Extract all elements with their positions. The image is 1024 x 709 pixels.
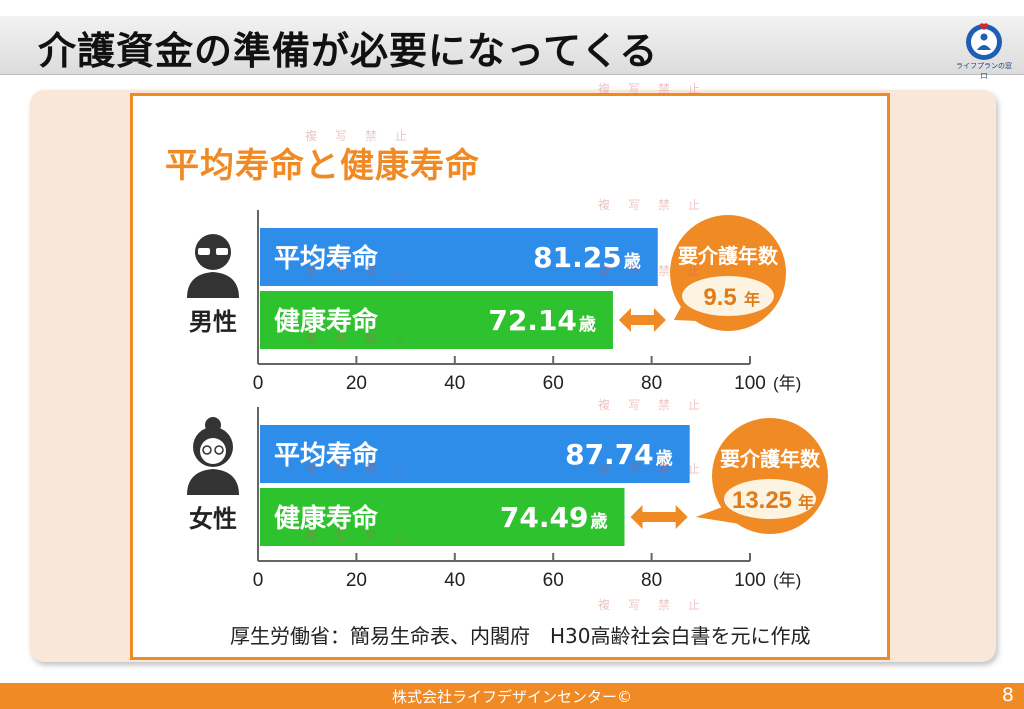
watermark: 複写禁止 (305, 332, 426, 346)
bar-unit-label: 歳 (656, 448, 673, 469)
bar-value-label: 87.74 (565, 438, 654, 471)
man-icon (195, 234, 231, 270)
footer-bar: 株式会社ライフデザインセンター© 8 (0, 683, 1024, 709)
callout-title: 要介護年数 (720, 447, 821, 471)
logo-text: ライフプランの窓口 (956, 62, 1012, 80)
bar-unit-label: 歳 (590, 511, 607, 532)
man-icon (198, 248, 210, 255)
x-tick-label: 40 (444, 570, 465, 591)
watermark: 複写禁止 (305, 462, 426, 476)
x-tick-label: 60 (543, 570, 564, 591)
bar-average (260, 228, 658, 286)
x-tick-label: 0 (253, 373, 264, 394)
x-tick-label: 20 (346, 570, 367, 591)
page-number: 8 (1001, 684, 1014, 706)
bar-category-label: 平均寿命 (274, 440, 379, 471)
bar-unit-label: 歳 (579, 314, 596, 335)
bar-average (260, 425, 690, 483)
callout-value-bg (682, 276, 774, 316)
bar-unit-label: 歳 (624, 251, 641, 272)
callout-value-bg (724, 479, 816, 519)
company-logo: ライフプランの窓口 (955, 20, 1013, 80)
x-tick-label: 40 (444, 373, 465, 394)
bar-category-label: 健康寿命 (274, 306, 379, 337)
watermark: 複写禁止 (598, 82, 719, 96)
group-label: 女性 (189, 505, 237, 533)
callout-unit: 年 (744, 290, 760, 309)
title-bar: 介護資金の準備が必要になってくる ライフプランの窓口 (0, 16, 1024, 80)
group-label: 男性 (189, 308, 237, 336)
watermark: 複写禁止 (598, 462, 719, 476)
gap-arrow (618, 308, 666, 332)
watermark: 複写禁止 (598, 264, 719, 278)
woman-icon (205, 417, 221, 433)
x-tick-label: 80 (641, 373, 662, 394)
watermark: 複写禁止 (598, 598, 719, 612)
x-axis-unit: (年) (773, 374, 801, 393)
page-title: 介護資金の準備が必要になってくる (38, 29, 659, 73)
bar-category-label: 平均寿命 (274, 243, 379, 274)
bar-healthy (260, 291, 613, 349)
watermark: 複写禁止 (598, 398, 719, 412)
x-tick-label: 80 (641, 570, 662, 591)
callout-value: 13.25 (732, 487, 792, 514)
watermark: 複写禁止 (305, 129, 426, 143)
bar-value-label: 74.49 (500, 501, 589, 534)
bar-healthy (260, 488, 625, 546)
x-tick-label: 0 (253, 570, 264, 591)
watermark: 複写禁止 (305, 529, 426, 543)
x-axis-unit: (年) (773, 571, 801, 590)
woman-icon (200, 438, 226, 464)
x-tick-label: 60 (543, 373, 564, 394)
woman-icon (214, 445, 224, 455)
chart-title: 平均寿命と健康寿命 (165, 146, 480, 186)
callout-pointer (695, 506, 740, 524)
chart-panel (130, 93, 890, 660)
gap-arrow (630, 505, 688, 529)
callout-value: 9.5 (703, 284, 736, 311)
source-note: 厚生労働省：簡易生命表、内閣府 H30高齢社会白書を元に作成 (230, 624, 811, 648)
man-icon (187, 272, 239, 298)
woman-icon (187, 469, 239, 495)
watermark: 複写禁止 (305, 264, 426, 278)
x-tick-label: 100 (734, 373, 766, 394)
footer-company: 株式会社ライフデザインセンター© (391, 688, 632, 706)
woman-icon (202, 445, 212, 455)
watermark: 複写禁止 (598, 198, 719, 212)
man-icon (216, 248, 228, 255)
bar-category-label: 健康寿命 (274, 503, 379, 534)
x-tick-label: 100 (734, 570, 766, 591)
callout-title: 要介護年数 (678, 244, 779, 268)
x-tick-label: 20 (346, 373, 367, 394)
logo-icon (966, 23, 1002, 60)
callout-unit: 年 (798, 493, 814, 512)
bar-value-label: 72.14 (488, 304, 577, 337)
bar-value-label: 81.25 (533, 241, 622, 274)
